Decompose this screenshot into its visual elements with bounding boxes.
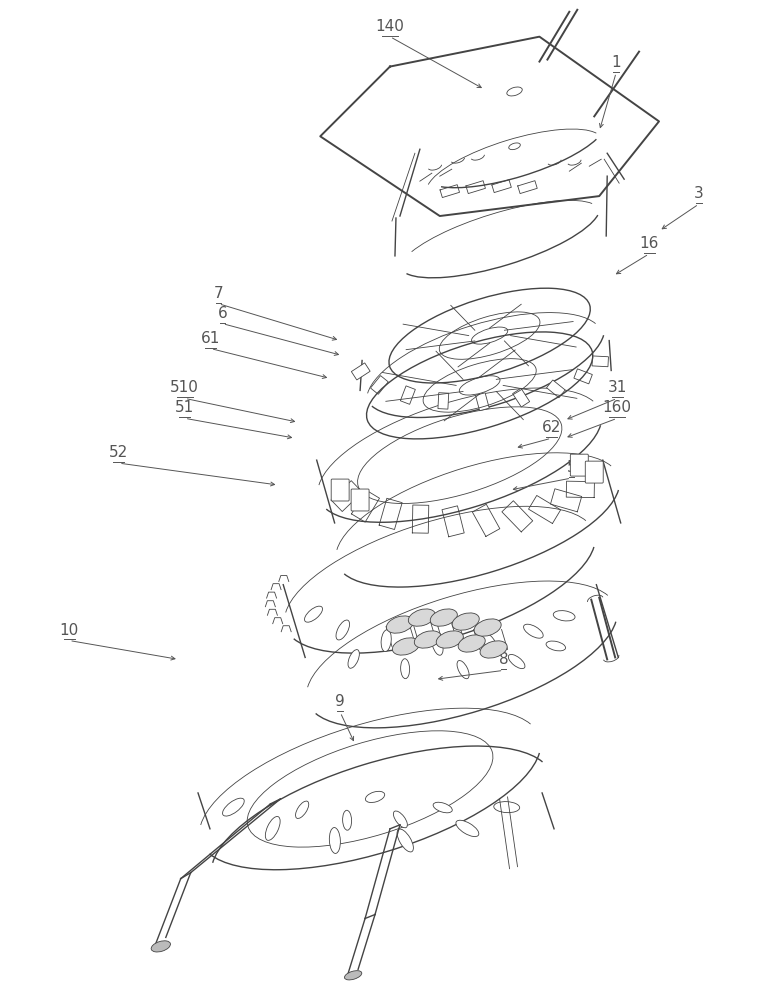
Text: 8: 8 bbox=[499, 652, 509, 667]
Bar bbox=[371, 376, 388, 394]
Ellipse shape bbox=[508, 654, 525, 669]
Text: 3: 3 bbox=[694, 186, 704, 201]
Ellipse shape bbox=[304, 606, 323, 622]
Bar bbox=[476, 393, 489, 411]
Text: 31: 31 bbox=[608, 380, 627, 395]
Bar bbox=[351, 363, 370, 380]
Ellipse shape bbox=[433, 802, 452, 813]
Ellipse shape bbox=[392, 638, 419, 655]
Ellipse shape bbox=[546, 641, 566, 651]
Ellipse shape bbox=[432, 634, 443, 655]
Text: 16: 16 bbox=[639, 236, 659, 251]
Ellipse shape bbox=[336, 620, 350, 640]
Ellipse shape bbox=[457, 661, 469, 679]
Text: 7: 7 bbox=[214, 286, 223, 301]
Text: 9: 9 bbox=[335, 694, 345, 709]
Text: 5: 5 bbox=[567, 460, 576, 475]
Text: 140: 140 bbox=[375, 19, 405, 34]
Text: 1: 1 bbox=[611, 55, 621, 70]
Text: 6: 6 bbox=[218, 306, 228, 321]
Ellipse shape bbox=[458, 635, 486, 652]
Bar bbox=[401, 386, 415, 404]
Ellipse shape bbox=[456, 820, 479, 837]
Text: 160: 160 bbox=[603, 400, 631, 415]
Ellipse shape bbox=[348, 650, 359, 668]
Ellipse shape bbox=[554, 611, 575, 621]
Ellipse shape bbox=[436, 631, 463, 648]
Text: 62: 62 bbox=[542, 420, 561, 435]
Ellipse shape bbox=[387, 616, 414, 633]
Bar bbox=[574, 369, 592, 384]
Text: 61: 61 bbox=[201, 331, 220, 346]
Bar bbox=[438, 393, 449, 409]
Ellipse shape bbox=[296, 801, 309, 818]
Ellipse shape bbox=[523, 624, 543, 638]
Ellipse shape bbox=[344, 971, 362, 980]
FancyBboxPatch shape bbox=[585, 461, 603, 483]
Ellipse shape bbox=[480, 641, 507, 658]
Ellipse shape bbox=[330, 828, 340, 853]
Ellipse shape bbox=[394, 811, 408, 828]
Ellipse shape bbox=[266, 816, 280, 840]
Text: 52: 52 bbox=[110, 445, 129, 460]
Bar bbox=[592, 356, 608, 367]
Ellipse shape bbox=[408, 609, 435, 626]
Ellipse shape bbox=[474, 619, 501, 636]
Bar bbox=[547, 380, 565, 398]
Ellipse shape bbox=[415, 631, 442, 648]
FancyBboxPatch shape bbox=[571, 454, 588, 476]
Ellipse shape bbox=[381, 630, 391, 652]
Ellipse shape bbox=[343, 810, 351, 830]
Text: 51: 51 bbox=[175, 400, 195, 415]
Ellipse shape bbox=[481, 632, 497, 650]
Ellipse shape bbox=[397, 829, 413, 852]
FancyBboxPatch shape bbox=[331, 479, 349, 501]
Ellipse shape bbox=[151, 941, 171, 952]
Ellipse shape bbox=[401, 659, 410, 679]
Ellipse shape bbox=[494, 802, 520, 813]
Ellipse shape bbox=[430, 609, 457, 626]
Text: 10: 10 bbox=[59, 623, 79, 638]
Ellipse shape bbox=[222, 798, 244, 816]
Ellipse shape bbox=[452, 613, 479, 630]
Text: 510: 510 bbox=[171, 380, 199, 395]
Bar bbox=[513, 388, 530, 407]
FancyBboxPatch shape bbox=[351, 489, 369, 511]
